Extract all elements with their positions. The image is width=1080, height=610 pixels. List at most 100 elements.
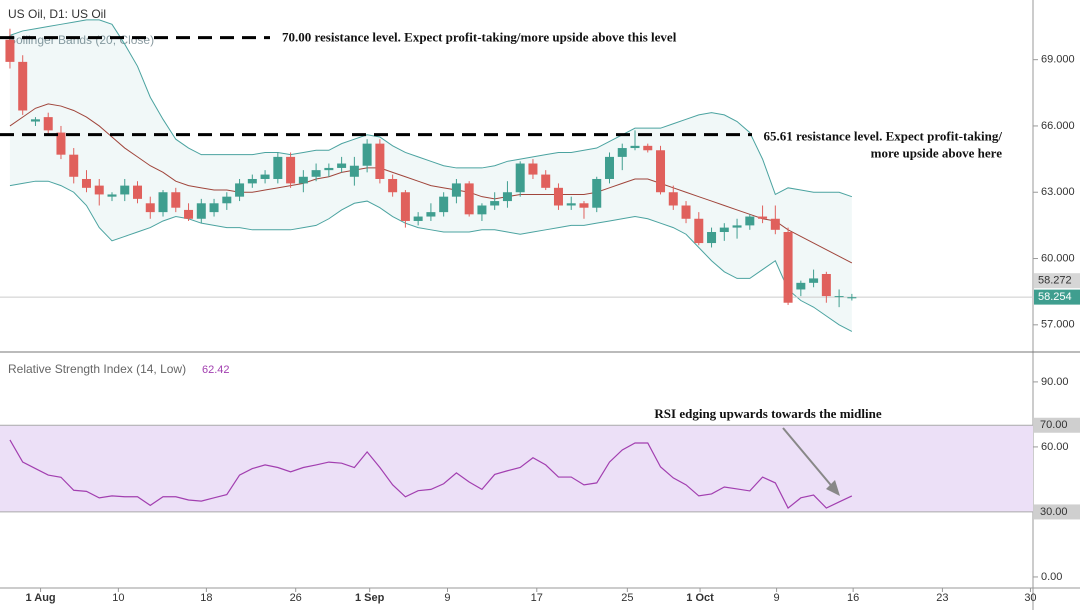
candle-body [413, 216, 423, 221]
candle-body [184, 209, 194, 219]
x-tick-label: 18 [200, 592, 212, 604]
y-tick-label: 63.000 [1041, 186, 1075, 198]
candle-body [145, 203, 155, 213]
price-label-box [1034, 273, 1080, 289]
candle-body [286, 156, 296, 184]
y-tick-label: 57.000 [1041, 319, 1075, 331]
band-middle [9, 103, 853, 264]
candle-body [260, 174, 270, 179]
candle-body [196, 203, 206, 219]
candle-body [133, 185, 143, 199]
rsi-band-label: 70.00 [1040, 419, 1068, 431]
x-tick-label: 17 [531, 592, 543, 604]
candle-body [553, 187, 563, 206]
candle-body [528, 163, 538, 175]
band-fill [9, 19, 852, 332]
candle-body [821, 273, 831, 297]
candle-body [18, 61, 28, 111]
band-upper [9, 19, 853, 198]
candle-body [502, 192, 512, 202]
y-tick-label: 60.000 [1041, 252, 1075, 264]
candle-body [541, 174, 551, 188]
candle-body [247, 178, 257, 184]
x-tick-label: 23 [936, 592, 948, 604]
candle-body [209, 203, 219, 213]
candle-body [758, 216, 768, 219]
y-tick-label: 90.00 [1041, 376, 1069, 388]
candle-body [362, 143, 372, 166]
candle-body [171, 192, 181, 208]
candle-body [324, 167, 334, 171]
candle-body [566, 203, 576, 206]
resistance-annotation: 70.00 resistance level. Expect profit-ta… [282, 30, 677, 45]
candle-body [388, 178, 398, 193]
x-tick-label: 30 [1024, 592, 1036, 604]
candle-body [783, 232, 793, 303]
resistance-annotation: 65.61 resistance level. Expect profit-ta… [763, 129, 1002, 144]
candle-body [630, 145, 640, 149]
candle-body [490, 201, 500, 206]
price-label: 58.254 [1038, 291, 1072, 303]
y-tick-label: 69.000 [1041, 54, 1075, 66]
candle-body [694, 218, 704, 244]
candle-body [43, 117, 53, 131]
candle-body [439, 196, 449, 213]
x-tick-label: 26 [290, 592, 302, 604]
rsi-title: Relative Strength Index (14, Low) [8, 362, 186, 376]
candle-body [81, 178, 91, 188]
candle-body [707, 232, 717, 244]
resistance-annotation: more upside above here [871, 146, 1003, 161]
candle-body [158, 192, 168, 213]
y-tick-label: 0.00 [1041, 571, 1062, 583]
y-tick-label: 66.000 [1041, 120, 1075, 132]
candle-body [349, 165, 359, 177]
candle-body [30, 119, 40, 122]
price-label-box [1034, 289, 1080, 305]
candle-body [617, 148, 627, 157]
candle-body [847, 297, 857, 299]
rsi-annotation: RSI edging upwards towards the midline [654, 406, 881, 421]
candle-body [681, 205, 691, 219]
candle-body [426, 212, 436, 217]
candle-body [732, 225, 742, 228]
plot-layer: 57.000 60.000 63.000 66.000 69.000 1 Aug 10 18 2… [0, 19, 1080, 604]
annotation-arrowhead [826, 480, 840, 496]
rsi-value: 62.42 [202, 364, 230, 376]
candle-body [770, 218, 780, 230]
rsi-band-label: 30.00 [1040, 506, 1068, 518]
candle-body [222, 196, 232, 204]
candle-body [515, 163, 525, 193]
candle-body [273, 156, 283, 179]
annotation-arrow [782, 427, 836, 491]
candle-body [809, 278, 819, 283]
candle-body [643, 145, 653, 151]
band-lower [9, 180, 853, 332]
candle-body [834, 296, 844, 298]
candle-body [94, 185, 104, 195]
candle-body [579, 203, 589, 208]
candle-body [69, 154, 79, 177]
x-tick-label: 1 Oct [686, 592, 714, 604]
price-label: 58.272 [1038, 275, 1072, 287]
candle-body [668, 192, 678, 206]
x-tick-label: 1 Aug [25, 592, 55, 604]
candle-body [5, 39, 15, 62]
x-tick-label: 16 [847, 592, 859, 604]
candle-body [375, 143, 385, 179]
rsi-line [9, 439, 853, 509]
candle-body [311, 170, 321, 177]
y-tick-label: 60.00 [1041, 441, 1069, 453]
candle-body [400, 192, 410, 221]
candle-body [592, 178, 602, 208]
candle-body [477, 205, 487, 215]
candle-body [604, 156, 614, 179]
x-tick-label: 9 [444, 592, 450, 604]
x-tick-label: 9 [774, 592, 780, 604]
x-tick-label: 1 Sep [355, 592, 385, 604]
candle-body [120, 185, 130, 195]
rsi-band-label-box [1034, 417, 1080, 433]
chart-title: US Oil, D1: US Oil [8, 7, 106, 21]
candle-body [235, 183, 245, 197]
